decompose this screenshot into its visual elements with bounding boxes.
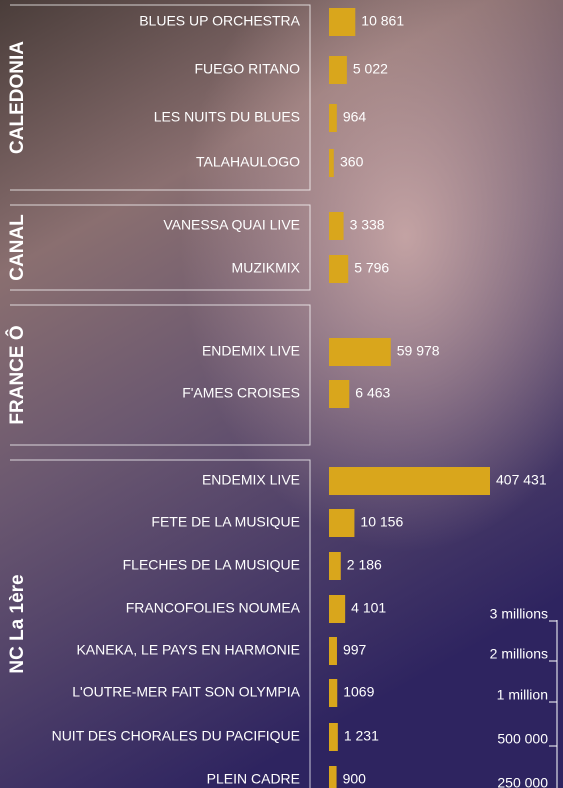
legend-tick-label: 3 millions xyxy=(490,606,548,622)
legend-tick-label: 250 000 xyxy=(497,775,548,788)
category-label: F'AMES CROISES xyxy=(182,385,300,401)
value-label: 5 796 xyxy=(354,260,389,276)
bar xyxy=(329,595,346,623)
category-label: FLECHES DE LA MUSIQUE xyxy=(123,557,300,573)
category-label: VANESSA QUAI LIVE xyxy=(163,217,300,233)
bar xyxy=(329,338,391,366)
value-label: 10 861 xyxy=(361,13,404,29)
bar xyxy=(329,467,490,495)
group-frame xyxy=(10,204,311,291)
group-frame xyxy=(10,4,311,191)
bar xyxy=(329,637,337,665)
group-frame xyxy=(10,459,311,788)
bar xyxy=(329,552,341,580)
group-frame xyxy=(10,304,311,446)
value-label: 997 xyxy=(343,642,367,658)
bar xyxy=(329,380,350,408)
value-label: 900 xyxy=(343,771,367,787)
legend-tick-label: 2 millions xyxy=(490,646,548,662)
category-label: MUZIKMIX xyxy=(232,260,301,276)
value-label: 1069 xyxy=(343,684,374,700)
category-label: L'OUTRE-MER FAIT SON OLYMPIA xyxy=(72,684,300,700)
value-label: 6 463 xyxy=(355,385,390,401)
category-label: FRANCOFOLIES NOUMEA xyxy=(126,600,301,616)
bar xyxy=(329,56,347,84)
group-label: NC La 1ère xyxy=(7,574,28,673)
group-label: CALEDONIA xyxy=(7,41,28,154)
category-label: KANEKA, LE PAYS EN HARMONIE xyxy=(76,642,300,658)
group-label: FRANCE Ô xyxy=(6,325,28,424)
bar xyxy=(329,8,356,36)
bar xyxy=(329,255,349,283)
value-label: 1 231 xyxy=(344,728,379,744)
bar xyxy=(329,149,334,177)
category-label: FUEGO RITANO xyxy=(194,61,300,77)
value-label: 4 101 xyxy=(351,600,386,616)
value-label: 5 022 xyxy=(353,61,388,77)
bar xyxy=(329,104,337,132)
category-label: FETE DE LA MUSIQUE xyxy=(151,514,300,530)
value-label: 360 xyxy=(340,154,364,170)
category-label: BLUES UP ORCHESTRA xyxy=(139,13,300,29)
bar xyxy=(329,212,344,240)
category-label: TALAHAULOGO xyxy=(196,154,300,170)
category-label: LES NUITS DU BLUES xyxy=(154,109,300,125)
bar xyxy=(329,679,338,707)
bar xyxy=(329,723,338,751)
legend-tick-label: 1 million xyxy=(497,687,548,703)
bar xyxy=(329,766,337,788)
value-label: 964 xyxy=(343,109,367,125)
value-label: 2 186 xyxy=(347,557,382,573)
category-label: ENDEMIX LIVE xyxy=(202,472,300,488)
value-label: 3 338 xyxy=(350,217,385,233)
category-label: ENDEMIX LIVE xyxy=(202,343,300,359)
value-label: 407 431 xyxy=(496,472,547,488)
legend-tick-label: 500 000 xyxy=(497,731,548,747)
value-label: 10 156 xyxy=(360,514,403,530)
bar xyxy=(329,509,355,537)
value-label: 59 978 xyxy=(397,343,440,359)
category-label: PLEIN CADRE xyxy=(207,771,300,787)
category-label: NUIT DES CHORALES DU PACIFIQUE xyxy=(52,728,300,744)
group-label: CANAL xyxy=(7,214,28,281)
